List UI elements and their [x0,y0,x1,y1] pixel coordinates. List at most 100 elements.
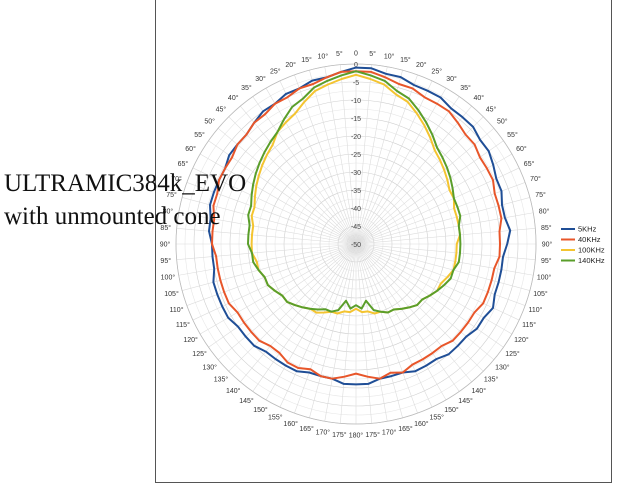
grid-spoke [355,243,447,401]
grid-spoke [324,243,357,422]
grid-spoke [355,116,484,245]
grid-spoke [355,243,460,392]
grid-spoke [186,243,357,306]
angle-tick-label: 170° [316,429,331,437]
series-line [211,70,503,380]
series-lines [208,66,512,386]
grid-spoke [178,212,357,245]
grid-spoke [355,128,495,245]
grid-spoke [294,243,357,414]
grid-spoke [192,167,357,245]
series-line [247,70,462,314]
radial-tick-label: -40 [351,206,361,213]
radial-tick-label: -50 [351,242,361,249]
radial-tick-label: -30 [351,170,361,177]
outer-ring [175,63,537,425]
grid-spoke [355,80,433,245]
angle-tick-label: 100° [161,274,176,282]
angle-tick-label: 70° [530,175,541,183]
grid-spoke [279,80,357,245]
legend-label: 140KHz [578,256,605,265]
angle-tick-label: 85° [160,224,171,232]
angle-tick-label: 50° [497,118,508,126]
angle-tick-label: 5° [336,50,343,58]
grid-spoke [199,153,357,245]
grid-spoke [199,243,357,335]
angle-tick-label: 165° [299,425,314,433]
grid-spoke [355,243,495,360]
grid-spoke [355,70,403,245]
grid-spoke [355,243,372,424]
radial-tick-labels: 0 -5 -10 -15 -20 -25 -30 -35 -40 -45 -50 [351,62,361,249]
angle-tick-label: 130° [495,363,510,371]
grid-spoke [355,243,484,372]
angle-tick-label: 25° [431,67,442,75]
grid-spoke [355,197,530,245]
angle-tick-label: 70° [171,175,182,183]
angle-tick-label: 115° [522,321,536,329]
angle-tick-label: 155° [429,414,444,422]
angle-tick-label: 20° [416,61,427,69]
grid-spoke [355,243,526,306]
radial-tick-label: -10 [351,98,361,105]
grid-spoke [355,243,472,383]
angle-tick-label: 15° [400,56,411,64]
angle-tick-label: 160° [283,420,298,428]
grid-spoke [355,64,372,245]
angle-tick-label: 55° [194,131,205,139]
grid-spoke [182,197,357,245]
grid-spoke [217,128,357,245]
angle-tick-label: 180° [349,432,364,440]
grid-spoke [355,182,526,245]
grid-spoke [340,64,357,245]
angle-tick-label: 75° [166,191,177,199]
angle-tick-label: 80° [539,207,550,215]
angle-tick-label: 175° [332,431,347,439]
angle-tick-label: 10° [384,52,395,60]
grid-spoke [279,243,357,408]
grid-spoke [355,167,520,245]
angle-tick-label: 120° [514,336,529,344]
grid-spoke [355,140,504,245]
angle-tick-label: 45° [486,105,497,113]
angle-tick-label: 60° [516,145,527,153]
title-line-2: with unmounted cone [4,203,221,230]
grid-spoke [355,243,520,321]
grid-spoke [355,153,513,245]
grid-spoke [355,105,472,245]
angle-tick-label: 80° [163,207,174,215]
angle-tick-label: 25° [270,67,281,75]
grid-spoke [355,243,418,414]
angle-tick-label: 115° [176,321,190,329]
radial-tick-label: -45 [351,224,361,231]
angle-tick-label: 75° [535,191,546,199]
grid-spoke [192,243,357,321]
angle-tick-label: 140° [226,387,241,395]
grid-spoke [182,243,357,291]
grid-spoke [309,243,357,418]
angle-tick-label: 95° [541,257,552,265]
angle-tick-label: 30° [446,75,457,83]
grid-spoke [355,87,447,245]
angle-tick-label: 105° [533,290,548,298]
grid-spoke [355,74,418,245]
angle-tick-label: 35° [460,84,471,92]
angle-tick-label: 10° [318,52,329,60]
angle-tick-label: 150° [444,406,459,414]
radial-tick-label: -35 [351,188,361,195]
grid-spoke [176,228,357,245]
grid-spoke [240,243,357,383]
legend-label: 40KHz [578,235,601,244]
angle-tick-label: 90° [542,241,553,249]
legend-label: 5KHz [578,225,597,234]
angle-tick-label: 120° [183,336,198,344]
angle-tick-label: 50° [204,118,215,126]
chart-frame: 0 -5 -10 -15 -20 -25 -30 -35 -40 -45 -50 0 5° 10° 15°… [155,0,612,483]
angle-tick-label: 145° [458,397,473,405]
radial-tick-label: -5 [353,80,359,87]
grid-spoke [228,243,357,372]
grid-spoke [228,116,357,245]
grid-spoke [355,96,460,245]
angle-tick-label: 0 [354,51,358,58]
